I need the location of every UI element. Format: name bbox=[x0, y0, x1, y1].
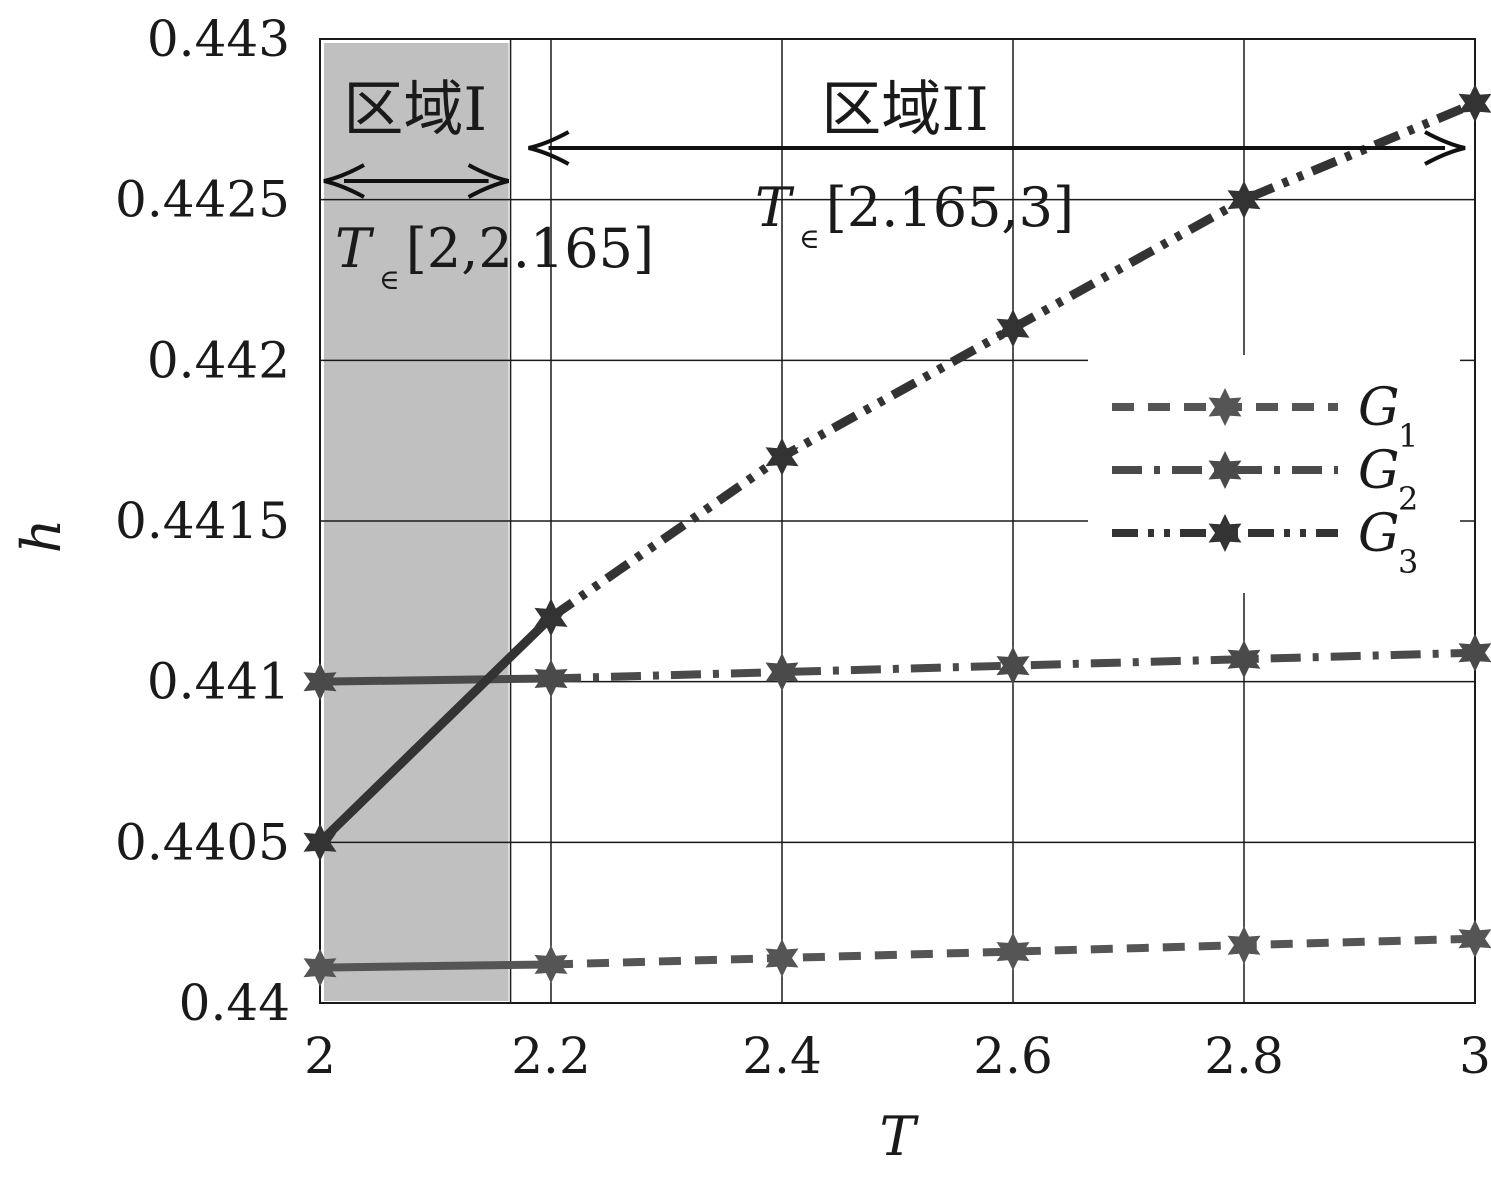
data-point bbox=[534, 598, 568, 637]
range-element-symbol: ∈ bbox=[799, 222, 820, 255]
data-point bbox=[765, 653, 799, 691]
x-tick-label: 2.8 bbox=[1204, 1027, 1284, 1085]
range-interval: [2,2.165] bbox=[406, 217, 654, 280]
series-G1 bbox=[303, 919, 1491, 987]
y-tick-label: 0.44 bbox=[179, 974, 290, 1032]
region-1-range: T ∈ [2,2.165] bbox=[335, 217, 654, 296]
series-solid-segment bbox=[319, 674, 552, 686]
legend-subscript: 2 bbox=[1398, 480, 1418, 518]
series-G2 bbox=[303, 633, 1491, 701]
arrow-head-left bbox=[528, 130, 570, 166]
legend-subscript: 3 bbox=[1398, 543, 1418, 581]
range-variable: T bbox=[755, 176, 795, 239]
y-tick-label: 0.4405 bbox=[115, 813, 290, 871]
data-point bbox=[1458, 919, 1491, 958]
data-point bbox=[534, 945, 568, 984]
region-2-arrow bbox=[528, 130, 1466, 166]
series-solid-segment bbox=[319, 960, 552, 972]
y-tick-label: 0.441 bbox=[147, 653, 290, 711]
data-point bbox=[996, 646, 1030, 685]
arrow-head-right bbox=[467, 163, 510, 199]
region-1-shading bbox=[324, 43, 509, 1001]
y-tick-label: 0.443 bbox=[147, 10, 290, 68]
data-point bbox=[303, 948, 337, 987]
series-solid-segment bbox=[315, 612, 556, 847]
x-tick-label: 2.2 bbox=[511, 1027, 591, 1085]
region-1-label: 区域I bbox=[343, 75, 487, 145]
legend-entry-G1: G1 bbox=[1112, 378, 1418, 455]
legend-marker bbox=[1208, 514, 1242, 552]
series-group bbox=[303, 84, 1491, 987]
plot-frame bbox=[319, 38, 1476, 1004]
range-interval: [2.165,3] bbox=[826, 176, 1074, 239]
y-tick-label: 0.442 bbox=[147, 331, 290, 389]
y-tick-label: 0.4415 bbox=[115, 492, 290, 550]
series-dashed-segment bbox=[550, 934, 1476, 969]
data-point bbox=[1227, 180, 1261, 219]
data-point bbox=[1458, 633, 1491, 672]
data-point bbox=[1458, 84, 1491, 123]
x-axis-ticks: 2 2.2 2.4 2.6 2.8 3 bbox=[304, 1027, 1491, 1085]
data-point bbox=[765, 939, 799, 977]
data-point bbox=[996, 309, 1030, 348]
arrow-head-left bbox=[323, 163, 365, 199]
region-2-label: 区域II bbox=[821, 75, 988, 145]
data-point bbox=[1227, 926, 1261, 965]
legend-label: G bbox=[1358, 504, 1400, 564]
legend-label: G bbox=[1358, 378, 1400, 438]
y-axis-label: h bbox=[10, 519, 73, 554]
data-point bbox=[765, 437, 799, 476]
range-variable: T bbox=[335, 217, 375, 280]
y-tick-label: 0.4425 bbox=[115, 171, 290, 229]
legend-entry-G2: G2 bbox=[1112, 441, 1418, 518]
x-axis-label: T bbox=[879, 1105, 919, 1168]
legend-marker bbox=[1208, 388, 1242, 426]
range-element-symbol: ∈ bbox=[379, 263, 400, 296]
arrow-head-right bbox=[1424, 130, 1466, 166]
legend-marker bbox=[1208, 451, 1242, 489]
series-G3 bbox=[303, 84, 1491, 862]
legend-label: G bbox=[1358, 441, 1400, 501]
x-tick-label: 3 bbox=[1459, 1027, 1491, 1085]
data-point bbox=[534, 659, 568, 698]
region-1-arrow bbox=[323, 163, 510, 199]
y-axis-ticks: 0.44 0.4405 0.441 0.4415 0.442 0.4425 0.443 bbox=[115, 10, 290, 1032]
data-point bbox=[1227, 640, 1261, 679]
legend-entry-G3: G3 bbox=[1112, 504, 1418, 581]
x-tick-label: 2.4 bbox=[742, 1027, 822, 1085]
data-point bbox=[303, 823, 337, 862]
x-tick-label: 2 bbox=[304, 1027, 336, 1085]
legend-subscript: 1 bbox=[1398, 417, 1418, 455]
region-2-range: T ∈ [2.165,3] bbox=[755, 176, 1074, 255]
x-tick-label: 2.6 bbox=[973, 1027, 1053, 1085]
data-point bbox=[303, 662, 337, 701]
data-point bbox=[996, 932, 1030, 971]
